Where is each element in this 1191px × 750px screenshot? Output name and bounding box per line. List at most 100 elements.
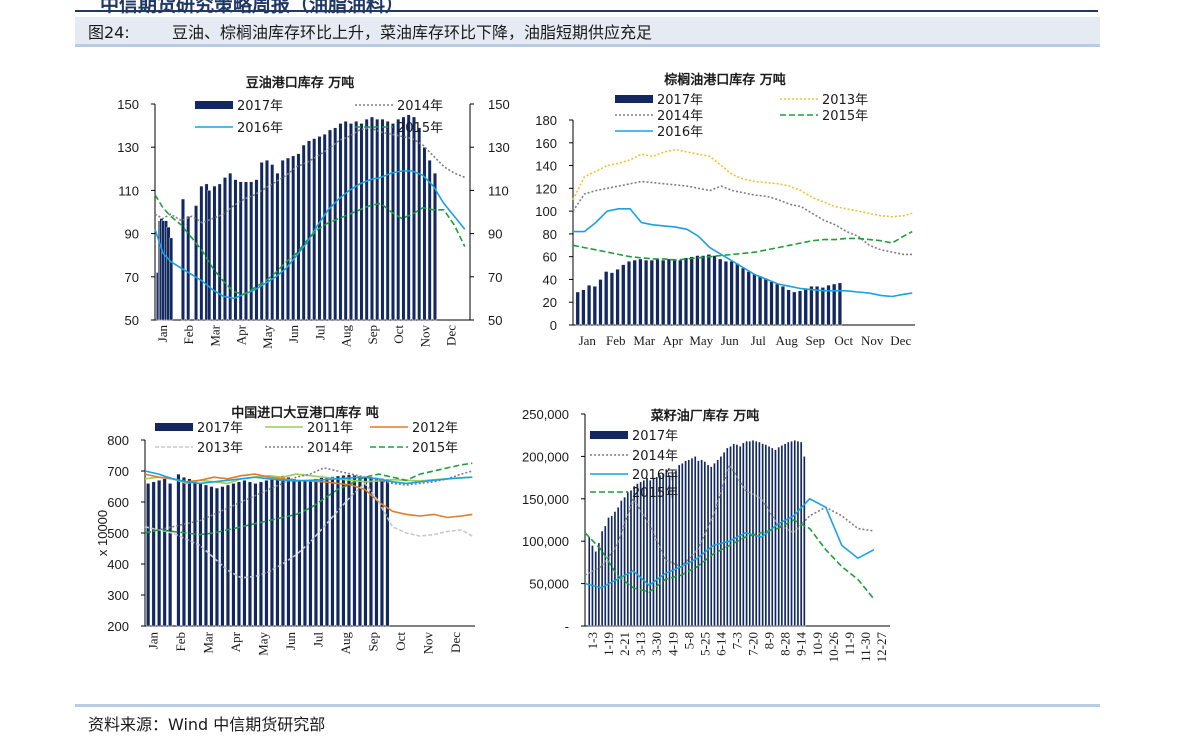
y-tick-label: 40 [543, 272, 557, 287]
bar-2017 [674, 470, 678, 627]
bar-2017 [786, 289, 791, 326]
bar-2017 [613, 511, 617, 627]
bar-2017 [186, 216, 191, 321]
y-tick-label: 200 [107, 619, 129, 634]
bar-2017 [764, 444, 768, 627]
y-tick-label: 600 [107, 495, 129, 510]
bar-2017 [771, 447, 774, 627]
x-tick-label: Jan [579, 333, 597, 348]
bar-2017 [796, 440, 800, 627]
report-title: 中信期货研究策略周报（油脂油料） [100, 0, 405, 16]
bar-2017 [238, 181, 243, 321]
bar-2017 [597, 542, 601, 627]
y-tick-label: 100,000 [522, 534, 569, 549]
bar-2017 [639, 481, 642, 627]
caption-underline [75, 44, 1100, 47]
x-tick-label: Jul [312, 325, 327, 341]
bar-2017 [837, 282, 842, 326]
bar-2017 [746, 271, 751, 326]
bar-2017 [324, 476, 329, 627]
bar-2017 [333, 127, 338, 321]
bar-2017 [620, 500, 623, 627]
bar-2017 [254, 179, 259, 321]
x-tick-label: Apr [663, 333, 684, 348]
bar-2017 [787, 441, 790, 627]
x-tick-label: 3-13 [633, 632, 648, 656]
bar-2017 [610, 515, 613, 627]
y-tick-label: - [565, 619, 569, 634]
series-line-2014 [154, 126, 466, 224]
x-tick-label: Dec [448, 632, 463, 653]
y-tick-label-right: 90 [488, 227, 502, 242]
bar-2017 [406, 114, 411, 321]
bar-2017 [354, 121, 359, 321]
chart-title: 棕榈油港口库存 万吨 [663, 72, 786, 88]
bar-2017 [319, 477, 324, 627]
x-tick-label: Sep [365, 632, 380, 652]
x-tick-label: Feb [606, 333, 626, 348]
bar-2017 [291, 155, 296, 321]
x-tick-label: Oct [393, 632, 408, 651]
y-tick-label: 50,000 [529, 577, 569, 592]
bar-2017 [396, 118, 401, 321]
bar-2017 [687, 459, 691, 627]
legend-label-2015: 2015年 [397, 121, 443, 136]
bar-2017 [815, 286, 820, 326]
y-tick-label: 50 [125, 313, 139, 328]
bar-2017 [385, 121, 390, 321]
x-tick-label: Nov [420, 632, 435, 655]
legend-label-2014: 2014年 [657, 109, 703, 124]
x-tick-label: Oct [834, 333, 853, 348]
y-tick-label: 80 [543, 227, 557, 242]
bar-2017 [587, 284, 592, 326]
bar-2017 [649, 479, 652, 627]
bar-2017 [735, 263, 740, 326]
bar-2017 [712, 255, 717, 326]
bar-2017 [661, 259, 666, 326]
bar-2017 [296, 153, 301, 321]
legend-label-2016: 2016年 [632, 468, 678, 483]
y-tick-label: 300 [107, 588, 129, 603]
y-tick-label: 700 [107, 464, 129, 479]
bar-2017 [769, 281, 774, 326]
y-tick-label: 130 [117, 140, 139, 155]
bar-2017 [629, 490, 633, 627]
bar-2017 [223, 177, 227, 321]
bar-2017 [275, 476, 280, 627]
bar-2017 [693, 456, 697, 627]
bar-2017 [280, 159, 285, 321]
bar-2017 [307, 140, 311, 321]
bar-2017 [740, 267, 746, 326]
bar-2017 [269, 478, 274, 627]
bar-2017 [758, 275, 763, 326]
bar-2017 [775, 283, 780, 326]
bar-2017 [780, 286, 785, 326]
bar-2017 [623, 496, 626, 627]
bar-2017 [665, 468, 668, 627]
bar-2017 [291, 478, 296, 627]
series-line-2015 [154, 194, 466, 295]
bar-2017 [380, 118, 385, 321]
chart-title: 中国进口大豆港口库存 吨 [231, 405, 379, 421]
bar-2017 [242, 480, 247, 627]
bar-2017 [379, 478, 384, 627]
bar-2017 [655, 258, 660, 326]
bar-2017 [259, 162, 264, 321]
x-tick-label: Aug [338, 632, 353, 655]
bar-2017 [607, 517, 610, 627]
legend-label-2014: 2014年 [632, 449, 678, 464]
x-tick-label: Oct [391, 325, 406, 344]
x-tick-label: Jun [286, 325, 301, 344]
bar-2017 [626, 491, 630, 627]
x-tick-label: Dec [444, 325, 459, 346]
bar-2017 [718, 258, 723, 326]
bar-2017 [151, 481, 156, 627]
y-tick-label: 150 [117, 97, 139, 112]
header-divider [75, 10, 1098, 12]
x-tick-label: Jun [283, 632, 298, 651]
bar-2017 [626, 261, 632, 326]
bar-2017 [308, 479, 313, 627]
bar-2017 [684, 460, 687, 627]
x-tick-label: Sep [365, 325, 380, 345]
bar-2017 [280, 475, 285, 627]
